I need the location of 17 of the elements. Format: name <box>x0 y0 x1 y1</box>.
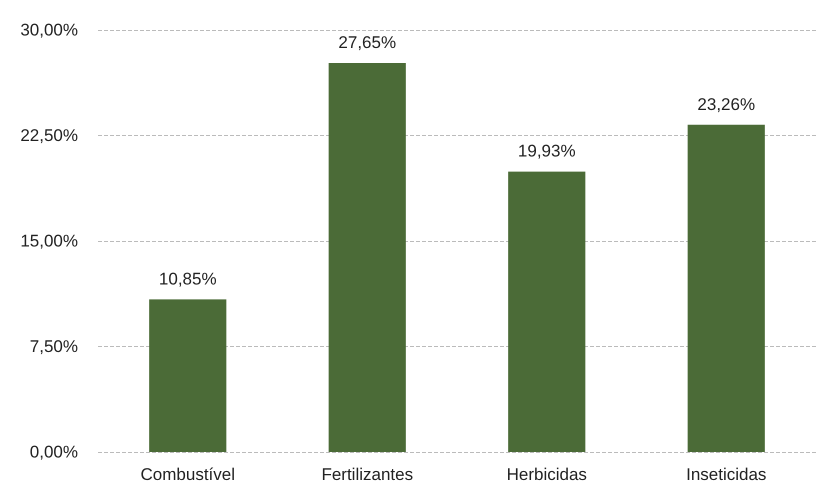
data-label: 23,26% <box>697 94 756 114</box>
y-tick-label: 7,50% <box>30 337 78 356</box>
bar <box>688 124 765 452</box>
bar <box>328 63 406 452</box>
data-label: 19,93% <box>518 142 576 161</box>
x-tick-label: Herbicidas <box>506 465 587 484</box>
y-tick-label: 15,00% <box>20 232 78 250</box>
y-tick-label: 22,50% <box>20 126 78 145</box>
x-tick-label: Fertilizantes <box>321 465 414 484</box>
data-label: 10,85% <box>158 269 217 288</box>
y-tick-label: 30,00% <box>20 20 78 40</box>
y-tick-label: 0,00% <box>30 442 78 462</box>
x-tick-label: Inseticidas <box>686 465 766 484</box>
bar <box>149 299 226 452</box>
x-tick-label: Combustível <box>140 465 235 484</box>
data-label: 27,65% <box>338 33 396 52</box>
bar <box>508 172 586 452</box>
